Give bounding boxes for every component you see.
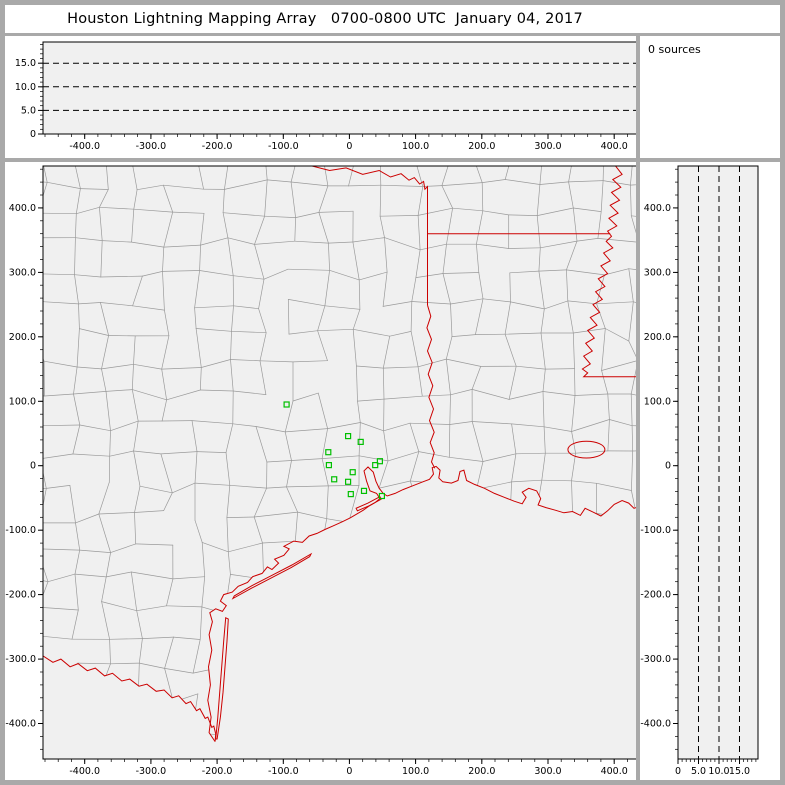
padre-island-outline: [215, 617, 229, 740]
x-tick-label: 15.0: [729, 766, 750, 777]
y-tick-label: -200.0: [5, 590, 36, 601]
panel-divider: [636, 36, 640, 780]
x-tick-label: -400.0: [69, 766, 100, 777]
y-tick-label: 200.0: [644, 332, 671, 343]
mississippi-river-line: [581, 166, 636, 378]
station-marker: [283, 401, 290, 408]
lake-pontchartrain-outline: [567, 440, 606, 459]
x-tick-label: -100.0: [268, 141, 299, 152]
x-tick-label: -300.0: [136, 766, 167, 777]
station-marker: [345, 433, 352, 440]
y-tick-label: 0: [30, 461, 36, 472]
y-tick-label: 5.0: [21, 105, 36, 116]
coast-line: [207, 465, 636, 742]
plot-area: [43, 166, 636, 759]
sabine-river-line: [426, 305, 436, 469]
rio-grande-line: [43, 655, 217, 742]
lma-stations: [283, 401, 385, 500]
y-tick-label: -100.0: [5, 525, 36, 536]
panel-divider: [5, 158, 636, 162]
x-tick-label: 200.0: [468, 141, 495, 152]
altitude-ew-plot[interactable]: -400.0 -300.0 -200.0 -100.0 0 100.0 200.0 300.0…: [5, 36, 636, 158]
source-count-panel: 0 sources: [640, 36, 780, 158]
x-tick-label: 400.0: [601, 766, 628, 777]
y-tick-label: 200.0: [9, 332, 36, 343]
y-tick-label: 10.0: [15, 82, 36, 93]
content-area: -400.0 -300.0 -200.0 -100.0 0 100.0 200.0 300.0…: [5, 36, 780, 780]
title-bar: Houston Lightning Mapping Array 0700-080…: [5, 5, 780, 33]
station-marker: [376, 458, 383, 465]
plot-border: [677, 165, 759, 760]
x-tick-label: 100.0: [402, 766, 429, 777]
station-marker: [347, 491, 354, 498]
x-tick-label: 100.0: [402, 141, 429, 152]
y-tick-label: 0: [665, 461, 671, 472]
source-count: 0 sources: [648, 43, 701, 56]
y-tick-label: -100.0: [640, 525, 671, 536]
y-tick-label: 100.0: [644, 396, 671, 407]
station-marker: [360, 487, 368, 494]
state-coast-boundaries: [43, 166, 636, 742]
x-tick-label: 0: [675, 766, 681, 777]
x-tick-label: 300.0: [534, 766, 561, 777]
x-tick-label: 300.0: [534, 141, 561, 152]
panel-divider: [640, 158, 780, 162]
map-plot[interactable]: -400.0 -300.0 -200.0 -100.0 0 100.0 200.0 300.0…: [5, 162, 636, 780]
y-tick-label: -200.0: [640, 590, 671, 601]
x-tick-label: -100.0: [268, 766, 299, 777]
y-tick-label: 400.0: [9, 203, 36, 214]
title-divider: [5, 33, 780, 36]
y-tick-label: 0: [30, 129, 36, 140]
station-marker: [378, 492, 385, 500]
y-tick-label: 300.0: [9, 267, 36, 278]
x-tick-label: 10.0: [708, 766, 729, 777]
x-tick-label: -200.0: [202, 766, 233, 777]
y-tick-label: 100.0: [9, 396, 36, 407]
x-tick-label: 200.0: [468, 766, 495, 777]
station-marker: [325, 449, 332, 456]
station-marker: [345, 478, 352, 485]
y-tick-label: -400.0: [640, 719, 671, 730]
plot-border: [42, 165, 636, 760]
station-marker: [325, 462, 332, 469]
station-marker: [331, 476, 338, 483]
x-tick-label: 400.0: [601, 141, 628, 152]
y-tick-label: 15.0: [15, 58, 36, 69]
window-title: Houston Lightning Mapping Array 0700-080…: [67, 11, 583, 27]
plot-border: [42, 41, 636, 135]
plot-area: [678, 166, 758, 759]
y-tick-label: 400.0: [644, 203, 671, 214]
red-river-line: [310, 166, 428, 195]
station-marker: [349, 469, 356, 476]
x-tick-label: 5.0: [691, 766, 706, 777]
y-tick-label: 300.0: [644, 267, 671, 278]
x-tick-label: 0: [346, 141, 352, 152]
matagorda-island-outline: [231, 552, 313, 600]
y-tick-label: -300.0: [5, 654, 36, 665]
x-tick-label: 0: [346, 766, 352, 777]
x-tick-label: -400.0: [69, 141, 100, 152]
x-tick-label: -200.0: [202, 141, 233, 152]
right-column: 0 sources 0 5.0 10.0 15.0 400.0 300.0 200.0 100…: [640, 36, 780, 780]
x-tick-label: -300.0: [136, 141, 167, 152]
altitude-ns-plot[interactable]: 0 5.0 10.0 15.0 400.0 300.0 200.0 100.0 0 -100.0 -…: [640, 162, 780, 780]
y-tick-label: -400.0: [5, 719, 36, 730]
station-marker: [372, 462, 379, 469]
left-column: -400.0 -300.0 -200.0 -100.0 0 100.0 200.0 300.0…: [5, 36, 636, 780]
station-marker: [357, 438, 364, 445]
y-tick-label: -300.0: [640, 654, 671, 665]
plot-area: [43, 42, 636, 134]
